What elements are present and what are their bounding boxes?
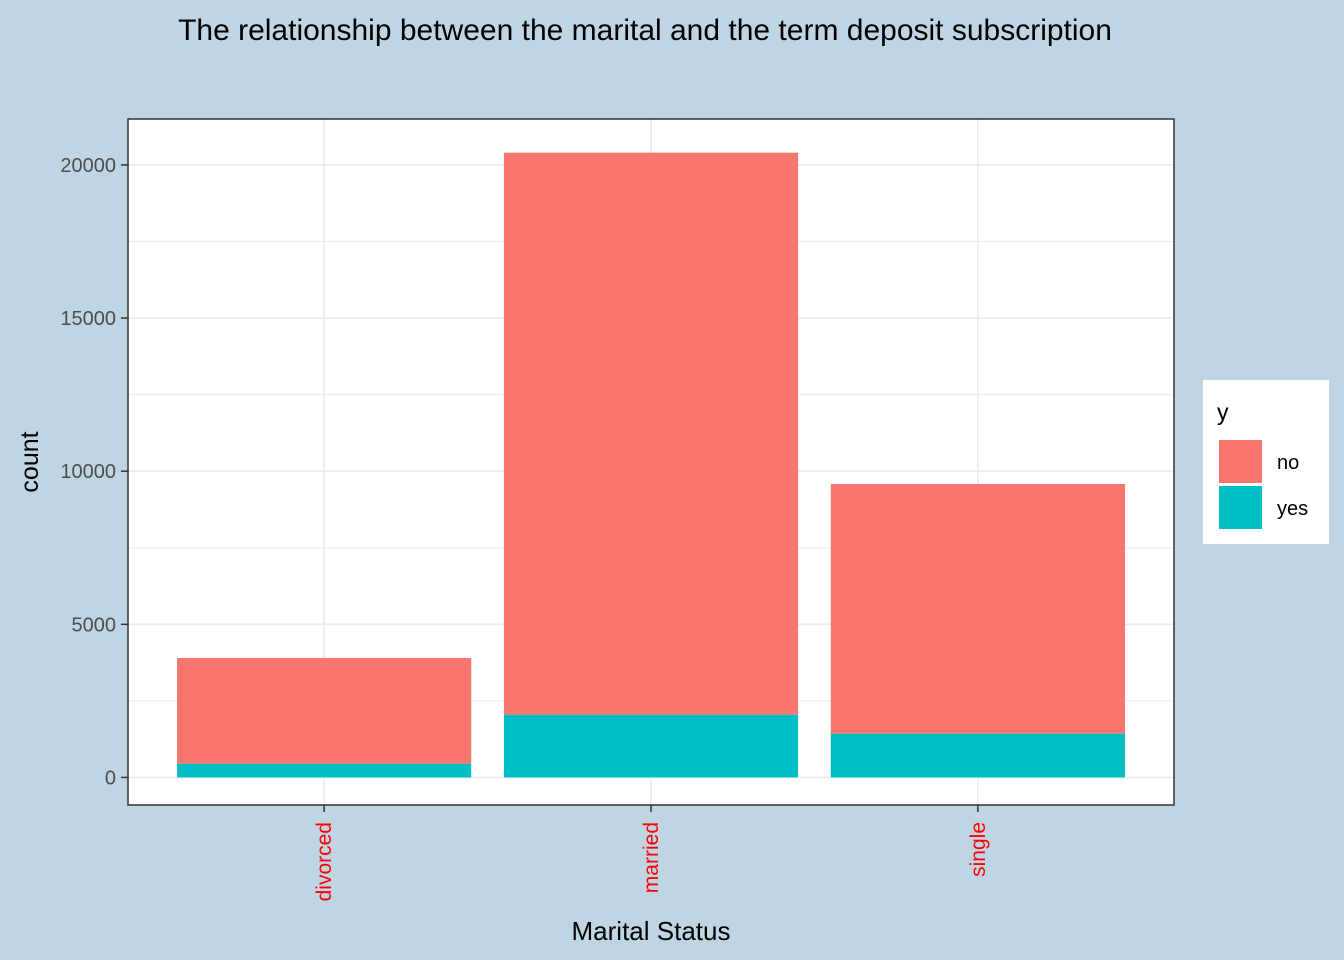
x-axis-ticks: divorced married single	[313, 805, 990, 901]
legend-key-yes	[1219, 486, 1262, 529]
y-tick-label: 10000	[60, 461, 116, 483]
y-axis-label: count	[16, 431, 44, 492]
legend-label-no: no	[1277, 452, 1299, 474]
bar-divorced-no	[177, 658, 472, 764]
bar-divorced-yes	[177, 763, 472, 778]
bar-single-no	[830, 484, 1125, 734]
y-tick-label: 5000	[72, 614, 117, 636]
legend-label-yes: yes	[1277, 498, 1308, 520]
x-tick-label-single: single	[967, 822, 990, 877]
bars	[177, 152, 1125, 778]
legend-title: y	[1217, 399, 1229, 425]
legend-key-no	[1219, 440, 1262, 483]
y-axis-ticks: 0 5000 10000 15000 20000	[60, 155, 128, 789]
y-tick-label: 0	[105, 767, 116, 789]
bar-single-yes	[830, 733, 1125, 778]
chart-title: The relationship between the marital and…	[178, 14, 1112, 47]
bar-married-yes	[503, 714, 799, 778]
y-tick-label: 15000	[60, 308, 116, 330]
bar-married-no	[503, 152, 799, 715]
x-tick-label-married: married	[640, 822, 663, 893]
x-axis-label: Marital Status	[572, 916, 731, 946]
y-tick-label: 20000	[60, 155, 116, 177]
x-tick-label-divorced: divorced	[313, 822, 336, 901]
legend: y no yes	[1203, 380, 1329, 544]
